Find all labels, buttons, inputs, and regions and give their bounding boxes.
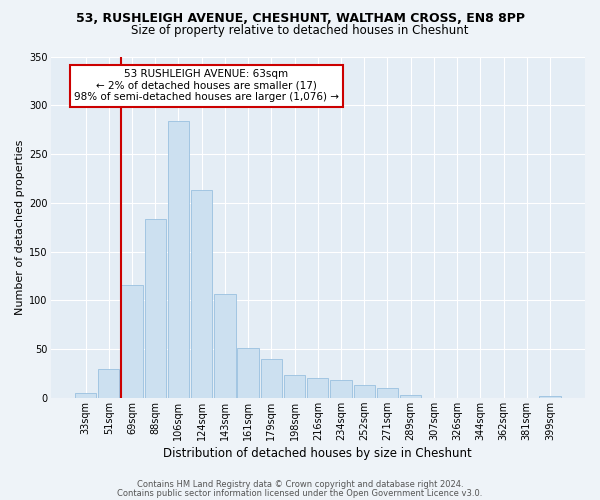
Text: Contains public sector information licensed under the Open Government Licence v3: Contains public sector information licen… (118, 489, 482, 498)
Bar (121, 284, 143, 398)
Bar (168, 121, 189, 398)
X-axis label: Distribution of detached houses by size in Cheshunt: Distribution of detached houses by size … (163, 447, 472, 460)
Bar (145, 220, 166, 398)
Bar (214, 294, 236, 398)
Bar (307, 378, 328, 398)
Text: Size of property relative to detached houses in Cheshunt: Size of property relative to detached ho… (131, 24, 469, 37)
Bar (539, 396, 561, 398)
Text: 53, RUSHLEIGH AVENUE, CHESHUNT, WALTHAM CROSS, EN8 8PP: 53, RUSHLEIGH AVENUE, CHESHUNT, WALTHAM … (76, 12, 524, 26)
Text: Contains HM Land Registry data © Crown copyright and database right 2024.: Contains HM Land Registry data © Crown c… (137, 480, 463, 489)
Text: 53 RUSHLEIGH AVENUE: 63sqm
← 2% of detached houses are smaller (17)
98% of semi-: 53 RUSHLEIGH AVENUE: 63sqm ← 2% of detac… (74, 69, 339, 102)
Bar (400, 395, 421, 398)
Bar (260, 359, 282, 398)
Bar (191, 190, 212, 398)
Bar (331, 380, 352, 398)
Bar (75, 393, 96, 398)
Bar (377, 388, 398, 398)
Bar (238, 348, 259, 398)
Bar (353, 385, 375, 398)
Y-axis label: Number of detached properties: Number of detached properties (15, 140, 25, 315)
Bar (284, 376, 305, 398)
Bar (98, 368, 119, 398)
